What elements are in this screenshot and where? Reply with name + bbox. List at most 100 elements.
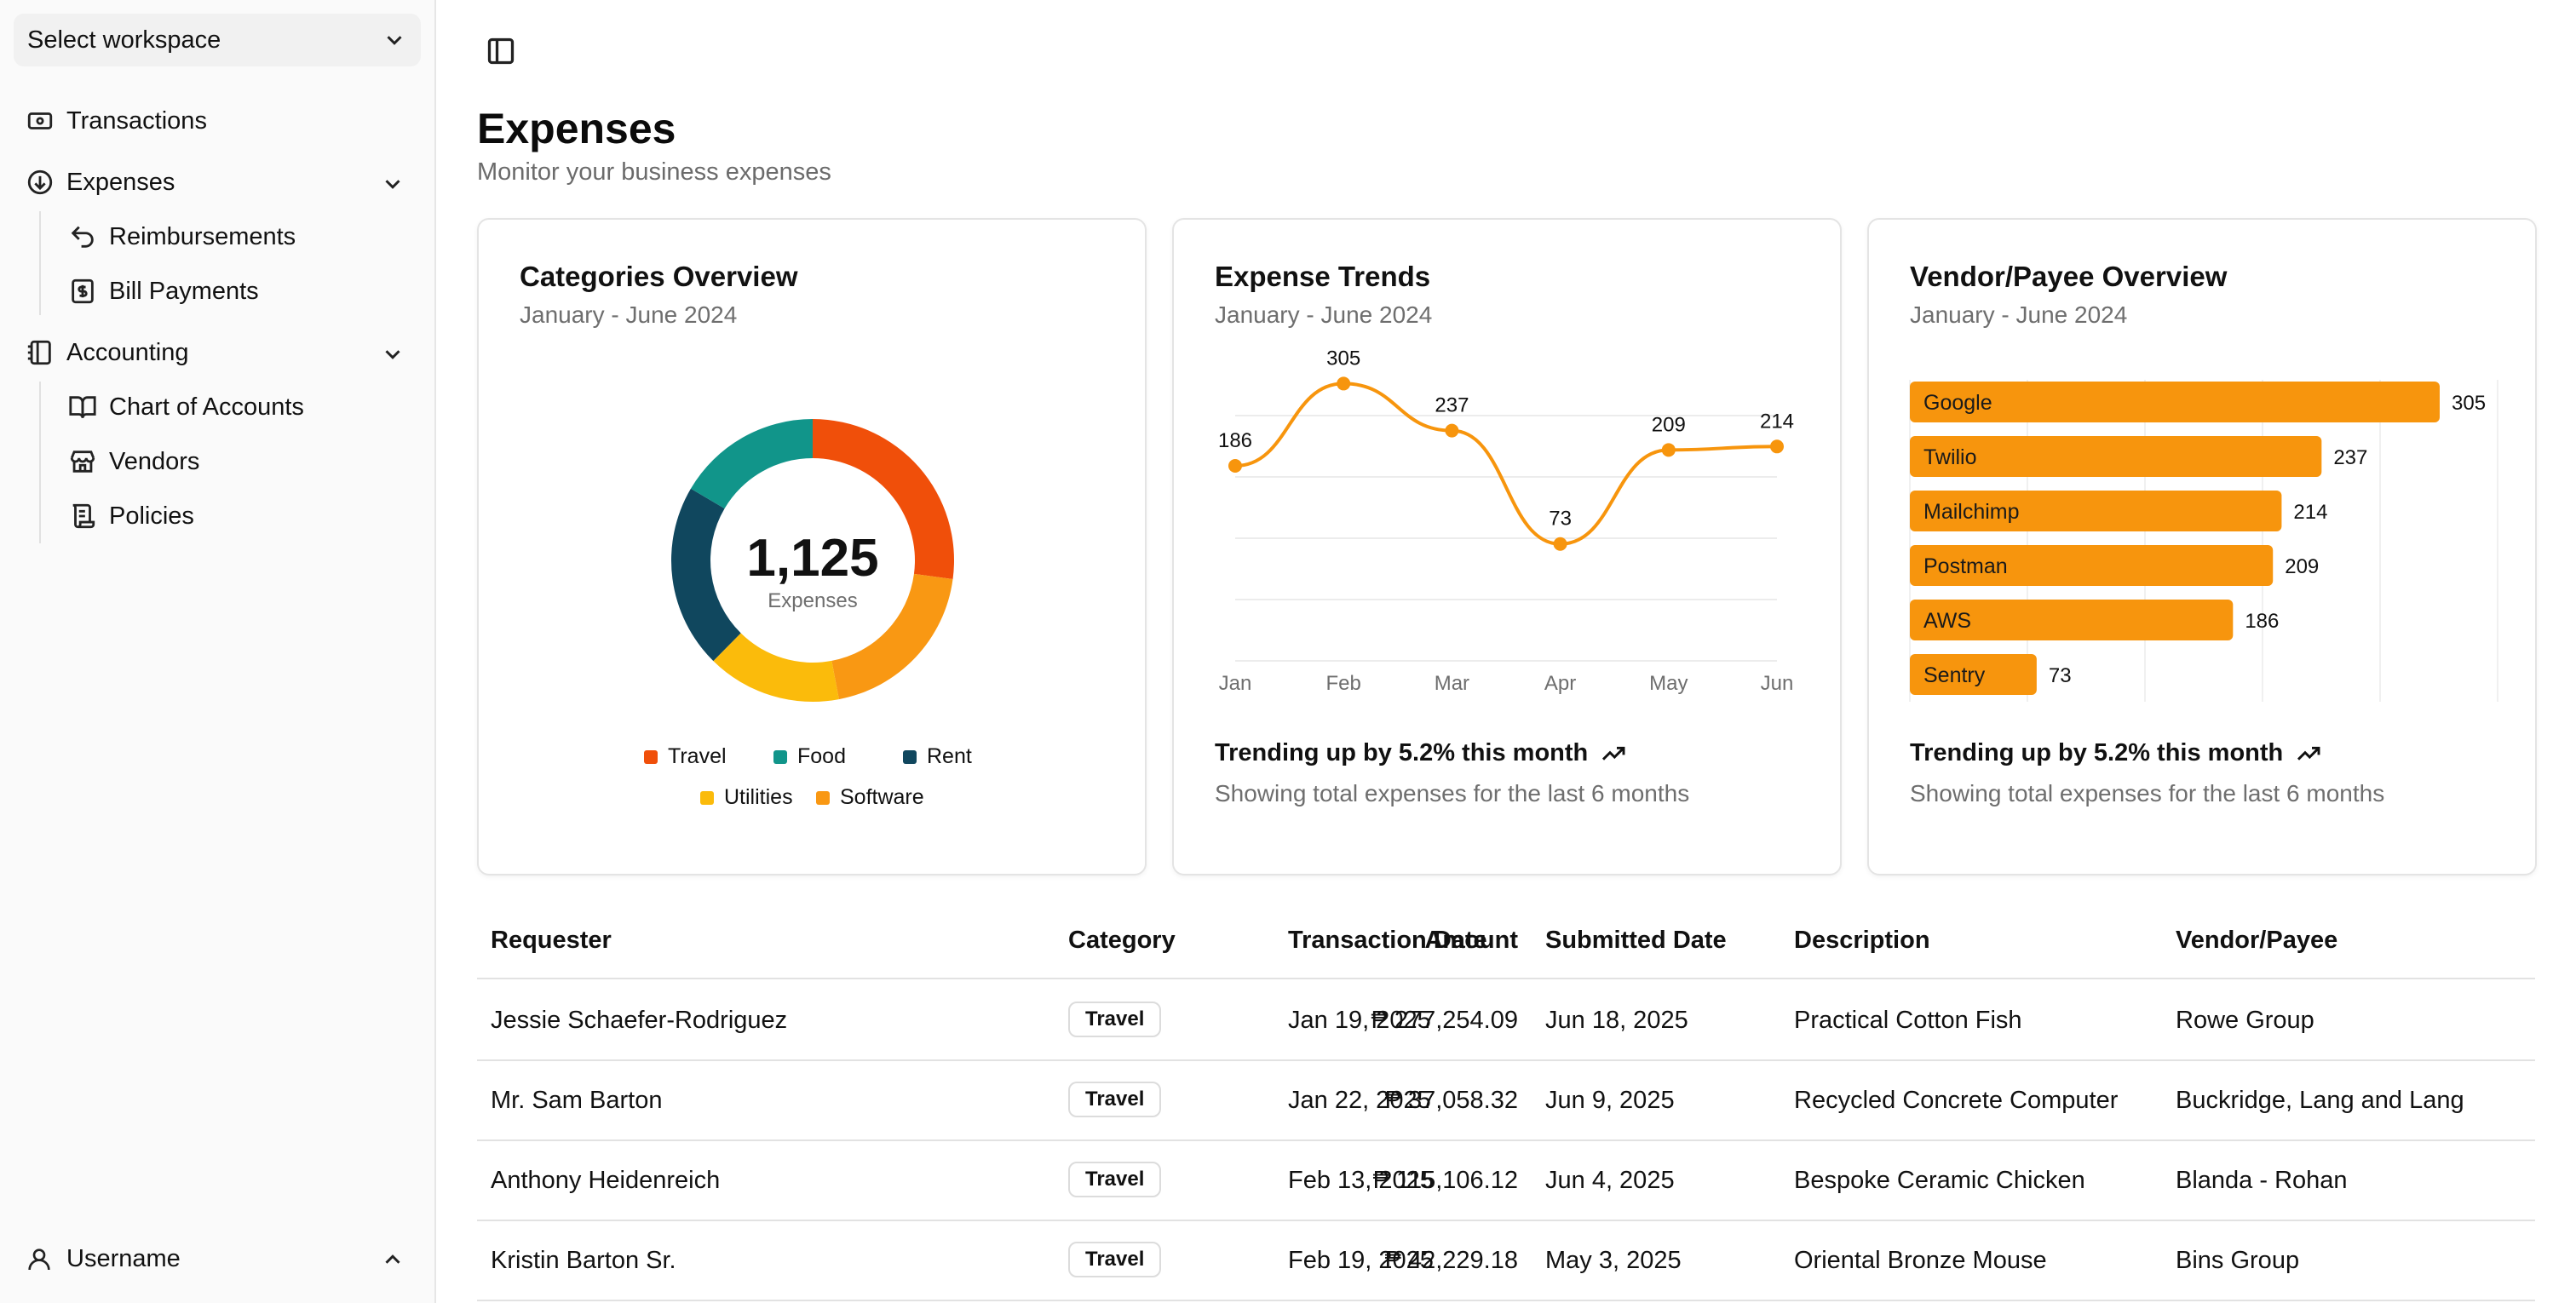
cell-transaction-date: Feb 13, 2025 xyxy=(1288,1167,1434,1194)
bar-value-aws: 186 xyxy=(2245,610,2279,633)
card-subtitle: January - June 2024 xyxy=(520,301,738,328)
column-header-vendor[interactable]: Vendor/Payee xyxy=(2176,927,2338,954)
cell-submitted-date: May 3, 2025 xyxy=(1545,1247,1682,1274)
table-row[interactable]: Anthony Heidenreich ₱ 115,106.12 Travel … xyxy=(477,1141,2535,1221)
x-tick-feb: Feb xyxy=(1326,672,1361,695)
sidebar-toggle-button[interactable] xyxy=(486,36,516,66)
sidebar-item-expenses[interactable]: Expenses xyxy=(26,168,175,197)
data-label-jan: 186 xyxy=(1218,429,1252,452)
cell-amount: ₱ 277,254.09 xyxy=(1371,1007,1518,1034)
banknote-icon xyxy=(27,112,53,129)
sidebar-item-accounting[interactable]: Accounting xyxy=(26,338,189,367)
card-title: Vendor/Payee Overview xyxy=(1910,261,2228,292)
cell-description: Bespoke Ceramic Chicken xyxy=(1794,1167,2085,1194)
donut-slice-rent xyxy=(671,488,741,662)
cell-description: Recycled Concrete Computer xyxy=(1794,1087,2119,1114)
cell-amount: ₱ 115,106.12 xyxy=(1372,1167,1518,1194)
chevron-up-icon xyxy=(385,1254,400,1264)
table-row[interactable]: Mr. Sam Barton ₱ 37,058.32 Travel Jan 22… xyxy=(477,1061,2535,1141)
workspace-select-label: Select workspace xyxy=(27,26,221,54)
vendor-overview-card: Vendor/Payee Overview January - June 202… xyxy=(1867,218,2537,875)
bar-label-aws: AWS xyxy=(1923,609,1971,633)
column-header-amount[interactable]: Amount xyxy=(1424,927,1518,954)
sidebar-item-chart-of-accounts[interactable]: Chart of Accounts xyxy=(68,393,304,422)
trend-footer-text: Trending up by 5.2% this month xyxy=(1215,739,1589,766)
cell-requester: Mr. Sam Barton xyxy=(491,1087,663,1114)
data-label-mar: 237 xyxy=(1435,394,1469,417)
legend-label: Utilities xyxy=(724,785,793,809)
vendor-bar-chart: Google 305 Twilio 237 Mailchimp 214 Postman 209… xyxy=(1909,380,2498,702)
cell-amount: ₱ 37,058.32 xyxy=(1384,1087,1518,1114)
legend-swatch xyxy=(700,790,714,805)
table-row[interactable]: Kristin Barton Sr. ₱ 42,229.18 Travel Fe… xyxy=(477,1221,2535,1301)
category-badge: Travel xyxy=(1068,1242,1162,1277)
expense-trends-card: Expense Trends January - June 2024 186 Ja… xyxy=(1172,218,1842,875)
column-header-submitted-date[interactable]: Submitted Date xyxy=(1545,927,1727,954)
sidebar-item-policies[interactable]: Policies xyxy=(68,502,194,531)
submenu-line xyxy=(39,382,41,543)
legend-item-rent: Rent xyxy=(903,744,972,769)
bar-value-google: 305 xyxy=(2452,392,2486,415)
sidebar-item-bill-payments[interactable]: Bill Payments xyxy=(68,277,259,306)
scroll-icon xyxy=(72,503,95,529)
bar-google xyxy=(1910,382,2440,422)
legend-label: Software xyxy=(840,785,924,809)
column-header-requester[interactable]: Requester xyxy=(491,927,612,954)
data-label-feb: 305 xyxy=(1326,347,1360,370)
workspace-select[interactable]: Select workspace xyxy=(14,14,421,66)
legend-swatch xyxy=(773,749,787,764)
legend-item-food: Food xyxy=(773,744,846,769)
card-title: Expense Trends xyxy=(1215,261,1431,292)
column-header-description[interactable]: Description xyxy=(1794,927,1930,954)
data-label-jun: 214 xyxy=(1760,410,1794,433)
bar-twilio xyxy=(1910,436,2322,477)
expense-trends-line-chart: 186 Jan 305 Feb 237 Mar 73 Apr 209 May 214 Jun xyxy=(1218,347,1794,695)
chevron-down-icon[interactable] xyxy=(380,342,405,367)
cell-submitted-date: Jun 4, 2025 xyxy=(1545,1167,1675,1194)
page-title: Expenses xyxy=(477,105,676,152)
cell-description: Oriental Bronze Mouse xyxy=(1794,1247,2047,1274)
cell-transaction-date: Feb 19, 2025 xyxy=(1288,1247,1434,1274)
user-icon xyxy=(28,1248,50,1270)
legend-item-software: Software xyxy=(816,785,924,810)
notebook-icon xyxy=(27,340,51,365)
sidebar-item-vendors[interactable]: Vendors xyxy=(68,447,199,476)
cell-requester: Anthony Heidenreich xyxy=(491,1167,721,1194)
submenu-line xyxy=(39,211,41,315)
table-header: Requester Amount Category Transaction Da… xyxy=(477,903,2535,979)
sidebar-item-reimbursements[interactable]: Reimbursements xyxy=(68,222,296,251)
user-menu[interactable]: Username xyxy=(26,1245,417,1273)
chevron-down-icon xyxy=(387,36,402,45)
data-point-feb xyxy=(1337,376,1351,391)
donut-total: 1,125 xyxy=(746,529,878,588)
cell-vendor: Bins Group xyxy=(2176,1247,2300,1274)
cell-description: Practical Cotton Fish xyxy=(1794,1007,2022,1034)
x-tick-jun: Jun xyxy=(1761,672,1794,695)
sidebar-item-label: Reimbursements xyxy=(109,222,296,250)
bar-label-mailchimp: Mailchimp xyxy=(1923,500,2020,524)
donut-slice-travel xyxy=(813,419,954,579)
trend-footer-subtitle: Showing total expenses for the last 6 mo… xyxy=(1215,780,1690,806)
chevron-down-icon[interactable] xyxy=(380,171,405,197)
bar-label-google: Google xyxy=(1923,391,1992,415)
vendor-footer-text: Trending up by 5.2% this month xyxy=(1910,739,2284,766)
receipt-dollar-icon xyxy=(72,278,94,304)
categories-overview-card: Categories Overview January - June 2024 … xyxy=(477,218,1147,875)
cell-submitted-date: Jun 9, 2025 xyxy=(1545,1087,1675,1114)
column-header-transaction-date[interactable]: Transaction Date xyxy=(1288,927,1487,954)
bar-value-sentry: 73 xyxy=(2049,664,2072,687)
column-header-category[interactable]: Category xyxy=(1068,927,1176,954)
store-icon xyxy=(70,451,95,473)
sidebar-item-label: Vendors xyxy=(109,447,200,475)
data-label-apr: 73 xyxy=(1549,508,1572,531)
vendor-footer-title: Trending up by 5.2% this month xyxy=(1910,739,2322,767)
panel-left-icon xyxy=(487,37,515,65)
page-subtitle: Monitor your business expenses xyxy=(477,158,831,186)
sidebar-item-transactions[interactable]: Transactions xyxy=(26,106,207,135)
legend-item-utilities: Utilities xyxy=(700,785,793,810)
cell-transaction-date: Jan 22, 2025 xyxy=(1288,1087,1431,1114)
table-row[interactable]: Jessie Schaefer-Rodriguez ₱ 277,254.09 T… xyxy=(477,981,2535,1061)
card-subtitle: January - June 2024 xyxy=(1910,301,2128,328)
bar-value-mailchimp: 214 xyxy=(2293,501,2327,524)
legend-item-travel: Travel xyxy=(644,744,727,769)
